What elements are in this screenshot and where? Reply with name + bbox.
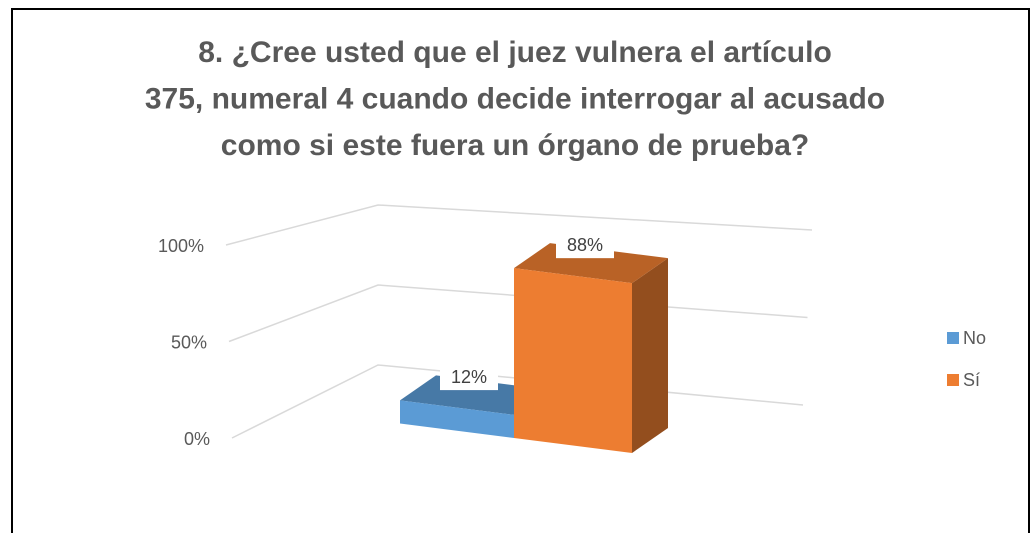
- legend-label: No: [963, 328, 986, 348]
- y-tick-label: 0%: [184, 429, 210, 449]
- value-label: 12%: [451, 367, 487, 387]
- bar-top: [400, 375, 550, 415]
- grid-line: [225, 204, 813, 246]
- value-label: 88%: [567, 235, 603, 255]
- bar-side: [632, 258, 668, 453]
- bar: [514, 243, 668, 453]
- bar-top: [514, 243, 668, 284]
- bar-front: [514, 268, 632, 453]
- legend-label: Sí: [963, 370, 980, 390]
- chart-title: 8. ¿Cree usted que el juez vulnera el ar…: [145, 36, 885, 162]
- value-label-box: [440, 364, 498, 391]
- legend-swatch: [947, 374, 959, 386]
- bar-front: [400, 400, 514, 438]
- y-tick-label: 100%: [158, 236, 204, 256]
- value-label-box: [556, 232, 614, 259]
- legend-swatch: [947, 332, 959, 344]
- y-tick-label: 50%: [171, 332, 207, 352]
